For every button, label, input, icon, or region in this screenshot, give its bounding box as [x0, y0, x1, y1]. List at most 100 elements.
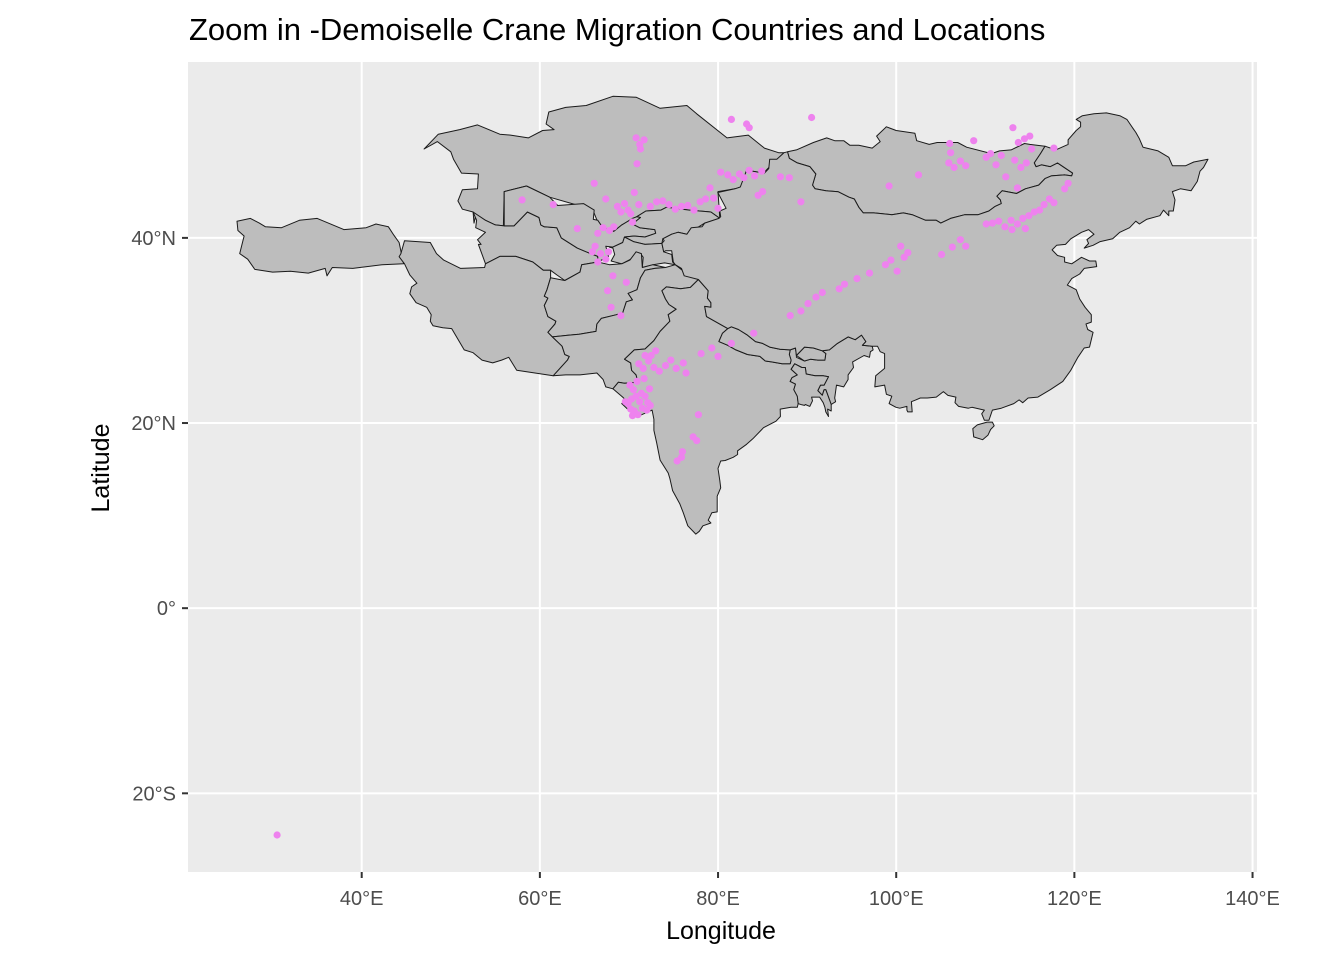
migration-point-157 — [1002, 173, 1010, 181]
migration-point-75 — [629, 386, 638, 394]
migration-point-1 — [632, 134, 640, 142]
migration-point-10 — [590, 179, 598, 187]
y-tick-label-2: 20°N — [131, 413, 176, 435]
migration-point-139 — [1064, 179, 1072, 187]
migration-point-55 — [604, 248, 613, 256]
migration-point-39 — [751, 172, 759, 180]
migration-point-142 — [914, 171, 923, 179]
x-tick-label-2: 80°E — [696, 888, 740, 910]
migration-point-35 — [729, 176, 737, 184]
migration-point-159 — [1009, 124, 1017, 132]
migration-point-28 — [696, 198, 704, 206]
migration-point-86 — [621, 398, 630, 406]
migration-point-133 — [1036, 206, 1044, 214]
migration-point-151 — [987, 150, 995, 158]
migration-point-110 — [835, 285, 843, 293]
migration-point-148 — [946, 139, 954, 148]
migration-point-21 — [653, 198, 661, 206]
migration-point-4 — [633, 160, 641, 168]
migration-point-108 — [812, 293, 820, 301]
migration-point-164 — [1050, 144, 1058, 152]
migration-point-58 — [607, 303, 615, 311]
migration-point-0 — [273, 831, 281, 839]
migration-point-27 — [690, 206, 698, 214]
migration-point-143 — [945, 159, 953, 167]
migration-point-16 — [630, 188, 638, 197]
migration-point-127 — [1001, 223, 1009, 231]
migration-point-38 — [745, 166, 753, 174]
migration-point-128 — [1007, 216, 1015, 224]
migration-point-5 — [636, 145, 645, 153]
migration-point-167 — [573, 225, 581, 233]
migration-point-33 — [717, 168, 725, 176]
migration-point-69 — [679, 359, 687, 367]
country-china-main — [661, 112, 1209, 421]
migration-point-118 — [904, 249, 912, 257]
x-tick-label-1: 60°E — [518, 888, 562, 910]
migration-point-63 — [645, 357, 653, 365]
migration-point-129 — [1013, 220, 1022, 228]
migration-point-165 — [518, 196, 526, 204]
migration-point-116 — [893, 267, 901, 275]
migration-point-47 — [599, 224, 607, 232]
migration-point-122 — [956, 236, 965, 244]
migration-point-98 — [673, 457, 681, 465]
x-tick-label-0: 40°E — [340, 888, 384, 910]
migration-point-124 — [982, 220, 990, 228]
migration-point-112 — [853, 275, 861, 283]
migration-point-60 — [622, 278, 630, 286]
country-china — [972, 421, 995, 441]
migration-point-120 — [938, 250, 946, 259]
migration-point-163 — [1028, 145, 1036, 153]
migration-point-113 — [865, 269, 874, 277]
migration-point-49 — [610, 223, 618, 231]
migration-point-123 — [962, 242, 970, 250]
migration-point-104 — [750, 329, 758, 337]
migration-point-161 — [1020, 135, 1029, 143]
migration-point-141 — [885, 182, 893, 190]
migration-point-146 — [962, 162, 970, 170]
migration-point-140 — [1061, 185, 1069, 193]
migration-point-11 — [602, 195, 610, 203]
migration-point-17 — [635, 201, 643, 209]
migration-point-96 — [693, 437, 701, 445]
chart-title: Zoom in -Demoiselle Crane Migration Coun… — [189, 12, 1045, 47]
migration-point-73 — [641, 351, 649, 360]
migration-point-30 — [706, 184, 714, 192]
migration-point-158 — [1013, 184, 1022, 192]
migration-point-105 — [786, 312, 794, 320]
migration-point-77 — [636, 398, 644, 406]
migration-point-68 — [672, 364, 680, 372]
migration-point-90 — [640, 375, 648, 383]
migration-point-64 — [650, 363, 658, 372]
country-polygons — [236, 95, 1209, 535]
migration-point-43 — [776, 173, 785, 181]
migration-point-13 — [617, 208, 625, 216]
migration-point-57 — [604, 287, 612, 295]
migration-point-111 — [840, 280, 849, 288]
migration-point-72 — [652, 347, 660, 355]
migration-point-115 — [887, 256, 895, 264]
migration-point-144 — [950, 163, 958, 172]
migration-point-40 — [758, 167, 766, 175]
migration-point-166 — [549, 201, 557, 209]
country-turkey — [236, 217, 405, 277]
migration-point-24 — [671, 205, 679, 213]
migration-point-149 — [970, 137, 978, 145]
migration-point-42 — [754, 191, 762, 199]
migration-point-9 — [808, 113, 816, 122]
migration-point-18 — [624, 206, 632, 214]
migration-point-67 — [667, 356, 675, 364]
migration-point-145 — [956, 157, 965, 165]
migration-point-100 — [697, 350, 705, 358]
migration-point-109 — [818, 288, 826, 297]
migration-point-162 — [1026, 132, 1034, 140]
migration-point-119 — [897, 242, 905, 250]
migration-point-50 — [591, 242, 599, 250]
migration-point-56 — [609, 272, 617, 280]
migration-point-135 — [1021, 225, 1029, 233]
migration-point-125 — [988, 219, 997, 227]
migration-point-31 — [710, 194, 718, 202]
migration-point-62 — [639, 364, 647, 372]
migration-points — [273, 113, 1072, 839]
